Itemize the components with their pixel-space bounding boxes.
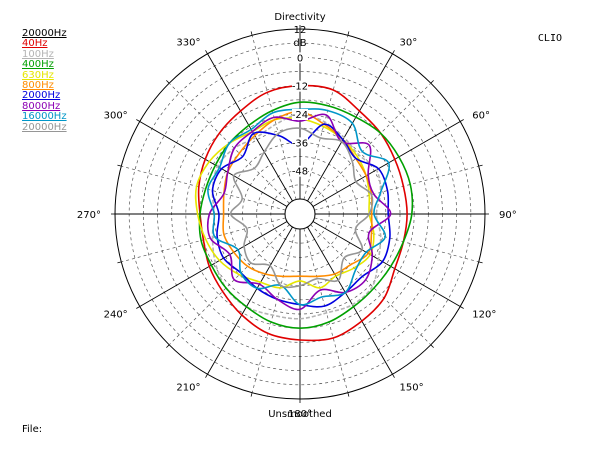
angle-tick-mark: [347, 31, 350, 36]
series-layer: [194, 84, 414, 342]
file-label: File:: [22, 424, 43, 435]
series-line-400hz: [198, 101, 414, 330]
legend: 20000Hz 40Hz 100Hz 400Hz 630Hz 800Hz 2000Hz 800…: [22, 28, 67, 133]
angle-tick-mark: [205, 50, 208, 54]
grid-spoke: [312, 121, 461, 207]
grid-spoke: [121, 165, 286, 211]
angle-tick-mark: [430, 80, 434, 84]
legend-label: 630Hz: [22, 69, 54, 81]
legend-item: 630Hz: [22, 69, 67, 81]
tick-labels: 12 0 -12 -24 -36 -48 30° 60° 90° 120° 150° 180° 210°…: [77, 25, 517, 420]
series-line-20000hz: [229, 127, 374, 289]
radial-tick-label: -12: [292, 82, 308, 93]
legend-item: 20000Hz: [22, 121, 67, 133]
radial-tick-bg: [292, 165, 308, 177]
angle-tick-label: 30°: [400, 38, 418, 49]
legend-label: 2000Hz: [22, 90, 61, 102]
grid-spoke: [303, 228, 349, 393]
grid-spoke: [303, 35, 349, 200]
radial-tick-bg: [292, 137, 308, 149]
series-line-40hz: [197, 84, 408, 342]
radial-tick-bg: [292, 80, 308, 92]
legend-label: 20000Hz: [22, 28, 67, 39]
legend-item: 20000Hz: [22, 28, 67, 39]
legend-label: 20000Hz: [22, 121, 67, 133]
angle-tick-mark: [392, 374, 395, 378]
grid-spoke: [251, 228, 297, 393]
legend-item: 8000Hz: [22, 100, 67, 112]
legend-label: 100Hz: [22, 48, 54, 60]
grid-spoke: [307, 226, 393, 375]
legend-label: 8000Hz: [22, 100, 61, 112]
grid-spoke: [312, 221, 461, 307]
grid-spoke: [310, 224, 432, 346]
angle-tick-mark: [347, 392, 350, 397]
radial-tick-label: -24: [292, 110, 308, 121]
angle-tick-label: 60°: [472, 111, 490, 122]
legend-item: 2000Hz: [22, 91, 67, 101]
radial-tick-bg: [292, 109, 308, 120]
angle-tick-mark: [166, 80, 170, 84]
angle-tick-mark: [205, 374, 208, 378]
angle-tick-mark: [117, 164, 122, 167]
angle-tick-mark: [430, 344, 434, 348]
angle-tick-label: 270°: [77, 210, 101, 221]
angle-tick-label: 330°: [176, 38, 200, 49]
brand-label: CLIO: [537, 33, 562, 44]
angle-tick-label: 150°: [400, 382, 424, 393]
radial-tick-label: -48: [292, 167, 308, 178]
series-line-8000hz: [206, 113, 392, 311]
grid-spoke: [307, 53, 393, 202]
legend-item: 16000Hz: [22, 112, 67, 122]
legend-label: 400Hz: [22, 59, 54, 71]
angle-tick-label: 90°: [499, 210, 517, 221]
angle-tick-mark: [136, 119, 140, 122]
angle-tick-label: 120°: [472, 310, 496, 321]
angle-tick-mark: [250, 31, 253, 36]
legend-item: 800Hz: [22, 80, 67, 92]
grid-spoke: [207, 226, 293, 375]
grid-spoke: [314, 217, 479, 263]
radial-tick-label: 12: [294, 25, 307, 36]
angle-tick-mark: [460, 119, 464, 122]
angle-tick-label: 300°: [104, 111, 128, 122]
grid-spoke: [310, 82, 432, 204]
series-line-100hz: [211, 113, 382, 320]
legend-label: 16000Hz: [22, 111, 67, 123]
legend-item: 400Hz: [22, 60, 67, 70]
radial-tick-label: 0: [297, 53, 303, 64]
grid-spoke: [168, 224, 290, 346]
radial-tick-label: -36: [292, 138, 308, 149]
angle-tick-label: 210°: [176, 382, 200, 393]
radial-tick-bg: [292, 52, 308, 64]
angle-tick-mark: [478, 164, 483, 167]
angle-tick-mark: [166, 344, 170, 348]
grid-spoke: [314, 165, 479, 211]
angle-tick-mark: [136, 306, 140, 309]
grid-spoke: [207, 53, 293, 202]
chart-title: Directivity: [274, 12, 325, 23]
grid-spoke: [139, 121, 288, 207]
angle-tick-mark: [392, 50, 395, 54]
angle-tick-mark: [478, 261, 483, 264]
series-line-16000hz: [207, 108, 391, 306]
grid-spoke: [139, 221, 288, 307]
legend-label: 800Hz: [22, 80, 54, 92]
angle-tick-mark: [460, 306, 464, 309]
legend-item: 100Hz: [22, 48, 67, 60]
angle-tick-label: 240°: [104, 310, 128, 321]
angle-tick-mark: [250, 392, 253, 397]
angle-tick-mark: [117, 261, 122, 264]
legend-label: 40Hz: [22, 38, 48, 50]
legend-item: 40Hz: [22, 39, 67, 49]
angle-tick-label: 180°: [288, 409, 312, 420]
chart-subtitle: Unsmoothed: [268, 409, 332, 420]
inner-ring: [284, 198, 316, 230]
